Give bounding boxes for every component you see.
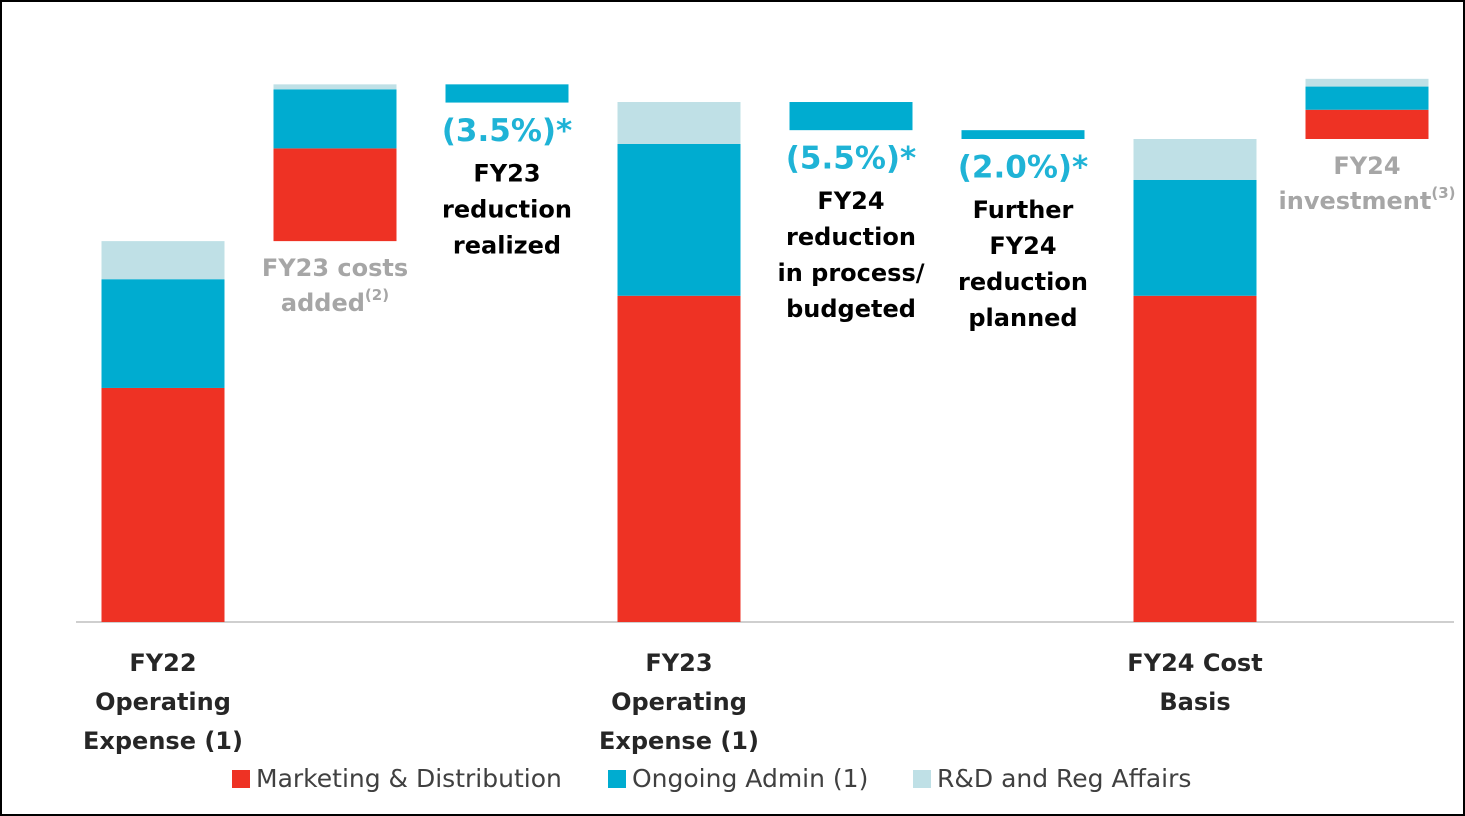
value-label: (2.0%)* bbox=[958, 150, 1089, 186]
x-tick-label: Basis bbox=[1159, 688, 1230, 716]
bar-segment bbox=[273, 148, 397, 242]
annotation: planned bbox=[968, 304, 1077, 332]
annotation: added(2) bbox=[281, 286, 389, 318]
x-tick-label: Operating bbox=[95, 688, 231, 716]
bar-segment bbox=[1133, 179, 1257, 296]
legend-label: R&D and Reg Affairs bbox=[937, 764, 1191, 793]
legend-label: Marketing & Distribution bbox=[256, 764, 562, 793]
bar-segment bbox=[101, 387, 225, 622]
legend-swatch bbox=[232, 770, 250, 788]
bar-segment bbox=[1305, 86, 1429, 110]
bar-segment bbox=[1305, 109, 1429, 139]
bar-segment bbox=[617, 143, 741, 296]
annotation: reduction bbox=[786, 223, 916, 251]
bar-segment bbox=[617, 295, 741, 622]
x-tick-label: FY22 bbox=[129, 649, 196, 677]
annotation: FY24 bbox=[817, 187, 884, 215]
annotation-text: FY24 bbox=[1333, 152, 1400, 180]
legend-label: Ongoing Admin (1) bbox=[632, 764, 868, 793]
annotation: reduction bbox=[958, 268, 1088, 296]
bar-segment bbox=[273, 89, 397, 149]
annotation: investment(3) bbox=[1279, 184, 1456, 216]
bar-segment bbox=[1305, 78, 1429, 87]
annotation: FY23 costs bbox=[262, 254, 408, 282]
superscript: (2) bbox=[365, 286, 389, 304]
legend-swatch bbox=[608, 770, 626, 788]
annotation: realized bbox=[453, 232, 561, 260]
legend-swatch bbox=[913, 770, 931, 788]
x-tick-label: FY23 bbox=[645, 649, 712, 677]
annotation-text: added bbox=[281, 289, 365, 317]
x-tick-label: Operating bbox=[611, 688, 747, 716]
reduction-bar bbox=[789, 102, 913, 131]
value-label: (5.5%)* bbox=[786, 141, 917, 177]
bar-segment bbox=[617, 102, 741, 144]
annotation: reduction bbox=[442, 196, 572, 224]
reduction-bar bbox=[445, 84, 569, 103]
bar-segment bbox=[1133, 139, 1257, 180]
bar-segment bbox=[101, 279, 225, 388]
x-tick-label: FY24 Cost bbox=[1127, 649, 1262, 677]
annotation: FY23 bbox=[473, 160, 540, 188]
value-label: (3.5%)* bbox=[442, 113, 573, 149]
annotation: in process/ bbox=[777, 259, 924, 287]
superscript: (3) bbox=[1431, 184, 1455, 202]
annotation-text: FY23 costs bbox=[262, 254, 408, 282]
bar-segment bbox=[101, 241, 225, 280]
annotation: FY24 bbox=[989, 232, 1056, 260]
annotation: FY24 bbox=[1333, 152, 1400, 180]
reduction-bar bbox=[961, 130, 1085, 139]
bar-segment bbox=[1133, 295, 1257, 622]
x-tick-label: Expense (1) bbox=[83, 727, 243, 755]
x-tick-label: Expense (1) bbox=[599, 727, 759, 755]
annotation-text: investment bbox=[1279, 187, 1432, 215]
annotation: Further bbox=[973, 196, 1074, 224]
annotation: budgeted bbox=[786, 295, 916, 323]
bar-segment bbox=[273, 84, 397, 90]
